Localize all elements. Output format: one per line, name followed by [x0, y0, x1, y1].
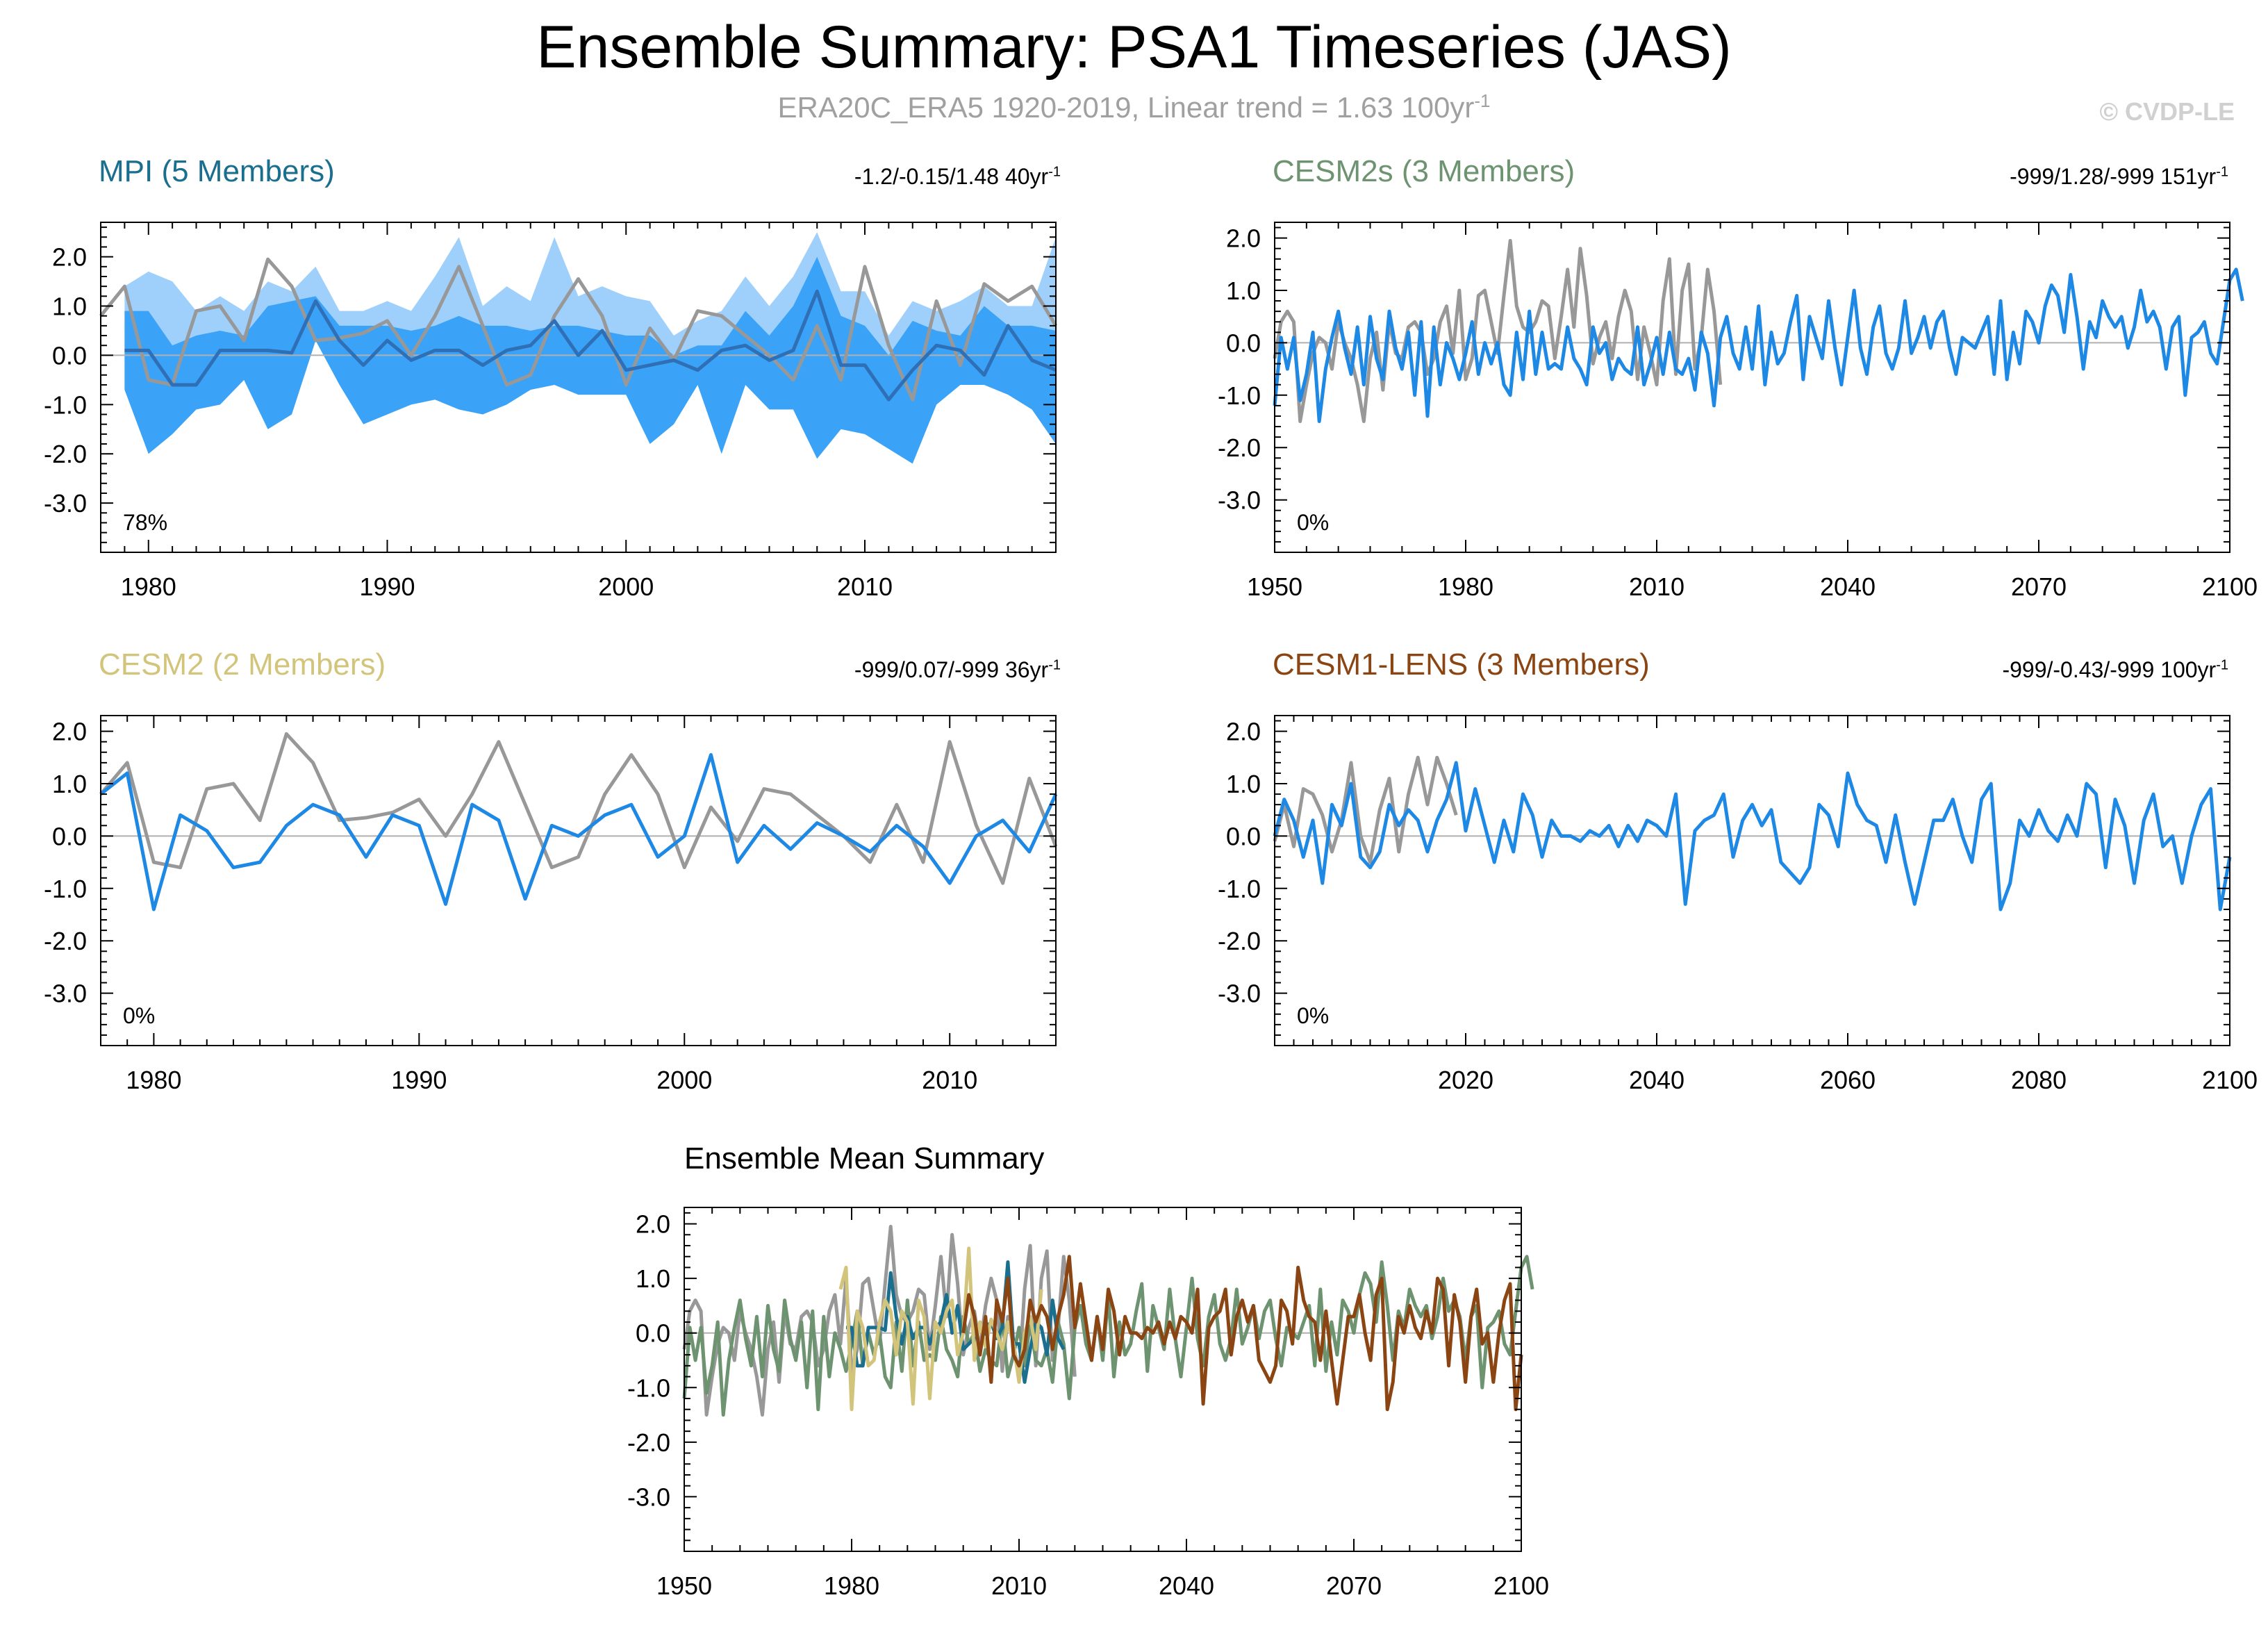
mpi-series-obs — [99, 257, 1058, 402]
mpi-xtick-label: 1990 — [359, 572, 415, 601]
cesm2-series-obs — [99, 732, 1058, 885]
cesm2s-ytick-label: 0.0 — [1226, 329, 1261, 357]
cesm2-ytick-label: 0.0 — [52, 822, 87, 850]
summary-xtick-label: 2070 — [1326, 1571, 1382, 1600]
summary-xtick-label: 1980 — [824, 1571, 879, 1600]
cesm2s-ytick-label: 2.0 — [1226, 224, 1261, 253]
cesm2-xtick-label: 2000 — [656, 1066, 712, 1094]
cesm1-ytick-label: 2.0 — [1226, 718, 1261, 746]
cesm1-series-obs — [1273, 755, 1458, 864]
chart-mpi: 2.0 1.0 0.0 -1.0 -2.0 -3.0 1980 1990 2000 2010 78% — [44, 222, 1058, 601]
cesm2-xtick-label: 1980 — [126, 1066, 181, 1094]
cesm2-plot-frame — [100, 715, 1057, 1046]
cesm2s-xtick-label: 2100 — [2202, 572, 2258, 601]
cesm2s-ytick-label: -2.0 — [1218, 434, 1261, 462]
panel-stats-cesm2: -999/0.07/-999 36yr-1 — [854, 657, 1061, 683]
cesm2s-xtick-label: 1980 — [1438, 572, 1493, 601]
cesm2s-ytick-label: 1.0 — [1226, 277, 1261, 305]
mpi-ytick-label: -1.0 — [44, 390, 87, 419]
panel-stats-mpi: -1.2/-0.15/1.48 40yr-1 — [854, 164, 1061, 190]
mpi-ytick-label: -2.0 — [44, 440, 87, 468]
cesm1-xtick-label: 2080 — [2011, 1066, 2067, 1094]
cesm2s-percent-annotation: 0% — [1297, 510, 1329, 535]
panel-stats-cesm1-text: -999/-0.43/-999 100yr — [2002, 657, 2217, 682]
cesm1-xtick-label: 2040 — [1629, 1066, 1685, 1094]
subtitle-superscript: -1 — [1474, 90, 1491, 111]
summary-ytick-label: -1.0 — [627, 1373, 670, 1402]
summary-series-cesm2 — [838, 1246, 1043, 1412]
summary-series-cesm1 — [961, 1255, 1523, 1412]
cesm1-xtick-label: 2060 — [1820, 1066, 1876, 1094]
panel-title-cesm2: CESM2 (2 Members) — [99, 647, 386, 682]
panel-title-cesm2s: CESM2s (3 Members) — [1273, 154, 1575, 188]
cesm1-series-member — [1273, 761, 2232, 911]
mpi-ytick-label: 0.0 — [52, 341, 87, 370]
summary-ytick-label: 2.0 — [636, 1210, 670, 1239]
cesm2s-series-member — [1273, 267, 2244, 424]
summary-xtick-label: 1950 — [656, 1571, 712, 1600]
mpi-xtick-label: 2000 — [598, 572, 654, 601]
panel-title-summary: Ensemble Mean Summary — [684, 1141, 1045, 1175]
cesm2-ytick-label: 2.0 — [52, 718, 87, 746]
panel-stats-cesm2s-sup: -1 — [2216, 164, 2228, 180]
cesm2-series-member — [99, 753, 1058, 911]
summary-plot-frame — [684, 1207, 1522, 1552]
figure-subtitle: ERA20C_ERA5 1920-2019, Linear trend = 1.… — [0, 90, 2268, 124]
panel-title-mpi: MPI (5 Members) — [99, 154, 335, 188]
cesm2s-plot-frame — [1274, 222, 2230, 553]
panel-stats-cesm1-sup: -1 — [2216, 657, 2228, 673]
cesm2-percent-annotation: 0% — [123, 1003, 155, 1028]
cesm1-ytick-label: -1.0 — [1218, 875, 1261, 903]
cesm1-xtick-label: 2020 — [1438, 1066, 1493, 1094]
summary-xtick-label: 2100 — [1493, 1571, 1549, 1600]
copyright-label: © CVDP-LE — [2099, 97, 2235, 126]
cesm1-percent-annotation: 0% — [1297, 1003, 1329, 1028]
summary-ytick-label: -2.0 — [627, 1428, 670, 1457]
subtitle-text: ERA20C_ERA5 1920-2019, Linear trend = 1.… — [777, 91, 1475, 124]
panel-stats-cesm2s-text: -999/1.28/-999 151yr — [2010, 164, 2217, 189]
panel-stats-cesm2s: -999/1.28/-999 151yr-1 — [2010, 164, 2228, 190]
mpi-ytick-label: 1.0 — [52, 292, 87, 321]
cesm1-xtick-label: 2100 — [2202, 1066, 2258, 1094]
cesm2-ytick-label: -1.0 — [44, 875, 87, 903]
chart-cesm2s: 2.0 1.0 0.0 -1.0 -2.0 -3.0 1950 1980 2010 2040 207… — [1218, 222, 2258, 601]
summary-xtick-label: 2040 — [1159, 1571, 1214, 1600]
cesm2s-xtick-label: 1950 — [1247, 572, 1302, 601]
chart-cesm2: 2.0 1.0 0.0 -1.0 -2.0 -3.0 1980 1990 2000 2010 0% — [44, 715, 1058, 1094]
cesm2s-ytick-label: -3.0 — [1218, 486, 1261, 515]
panel-stats-cesm2-sup: -1 — [1048, 657, 1061, 673]
cesm2s-ytick-label: -1.0 — [1218, 381, 1261, 410]
mpi-ytick-label: -3.0 — [44, 489, 87, 518]
chart-cesm1: 2.0 1.0 0.0 -1.0 -2.0 -3.0 2020 2040 2060 2080 210… — [1218, 715, 2258, 1094]
mpi-xtick-label: 2010 — [837, 572, 893, 601]
summary-xtick-label: 2010 — [991, 1571, 1047, 1600]
panel-stats-cesm1: -999/-0.43/-999 100yr-1 — [2002, 657, 2228, 683]
summary-ytick-label: -3.0 — [627, 1483, 670, 1511]
summary-ytick-label: 0.0 — [636, 1319, 670, 1348]
summary-ytick-label: 1.0 — [636, 1264, 670, 1293]
cesm1-ytick-label: -2.0 — [1218, 927, 1261, 955]
cesm2-xtick-label: 2010 — [922, 1066, 977, 1094]
cesm2s-xtick-label: 2010 — [1629, 572, 1685, 601]
cesm2-xtick-label: 1990 — [391, 1066, 447, 1094]
panel-title-cesm1: CESM1-LENS (3 Members) — [1273, 647, 1650, 682]
cesm2s-xtick-label: 2040 — [1820, 572, 1876, 601]
figure-title: Ensemble Summary: PSA1 Timeseries (JAS) — [536, 14, 1732, 81]
mpi-ytick-label: 2.0 — [52, 243, 87, 272]
mpi-percent-annotation: 78% — [123, 510, 167, 535]
cesm2-ytick-label: 1.0 — [52, 770, 87, 798]
cesm2s-xtick-label: 2070 — [2011, 572, 2067, 601]
cesm2-ytick-label: -3.0 — [44, 980, 87, 1008]
cesm2-ytick-label: -2.0 — [44, 927, 87, 955]
panel-stats-mpi-sup: -1 — [1048, 164, 1061, 180]
panel-stats-cesm2-text: -999/0.07/-999 36yr — [854, 657, 1049, 682]
summary-series-cesm2s — [682, 1255, 1534, 1417]
mpi-ensemble-mean-line — [124, 289, 1057, 402]
cesm1-ytick-label: 0.0 — [1226, 822, 1261, 850]
cesm1-ytick-label: -3.0 — [1218, 980, 1261, 1008]
mpi-xtick-label: 1980 — [121, 572, 176, 601]
cesm1-ytick-label: 1.0 — [1226, 770, 1261, 798]
chart-summary: 2.0 1.0 0.0 -1.0 -2.0 -3.0 1950 1980 2010 2040 207… — [627, 1207, 1549, 1600]
panel-stats-mpi-text: -1.2/-0.15/1.48 40yr — [854, 164, 1049, 189]
